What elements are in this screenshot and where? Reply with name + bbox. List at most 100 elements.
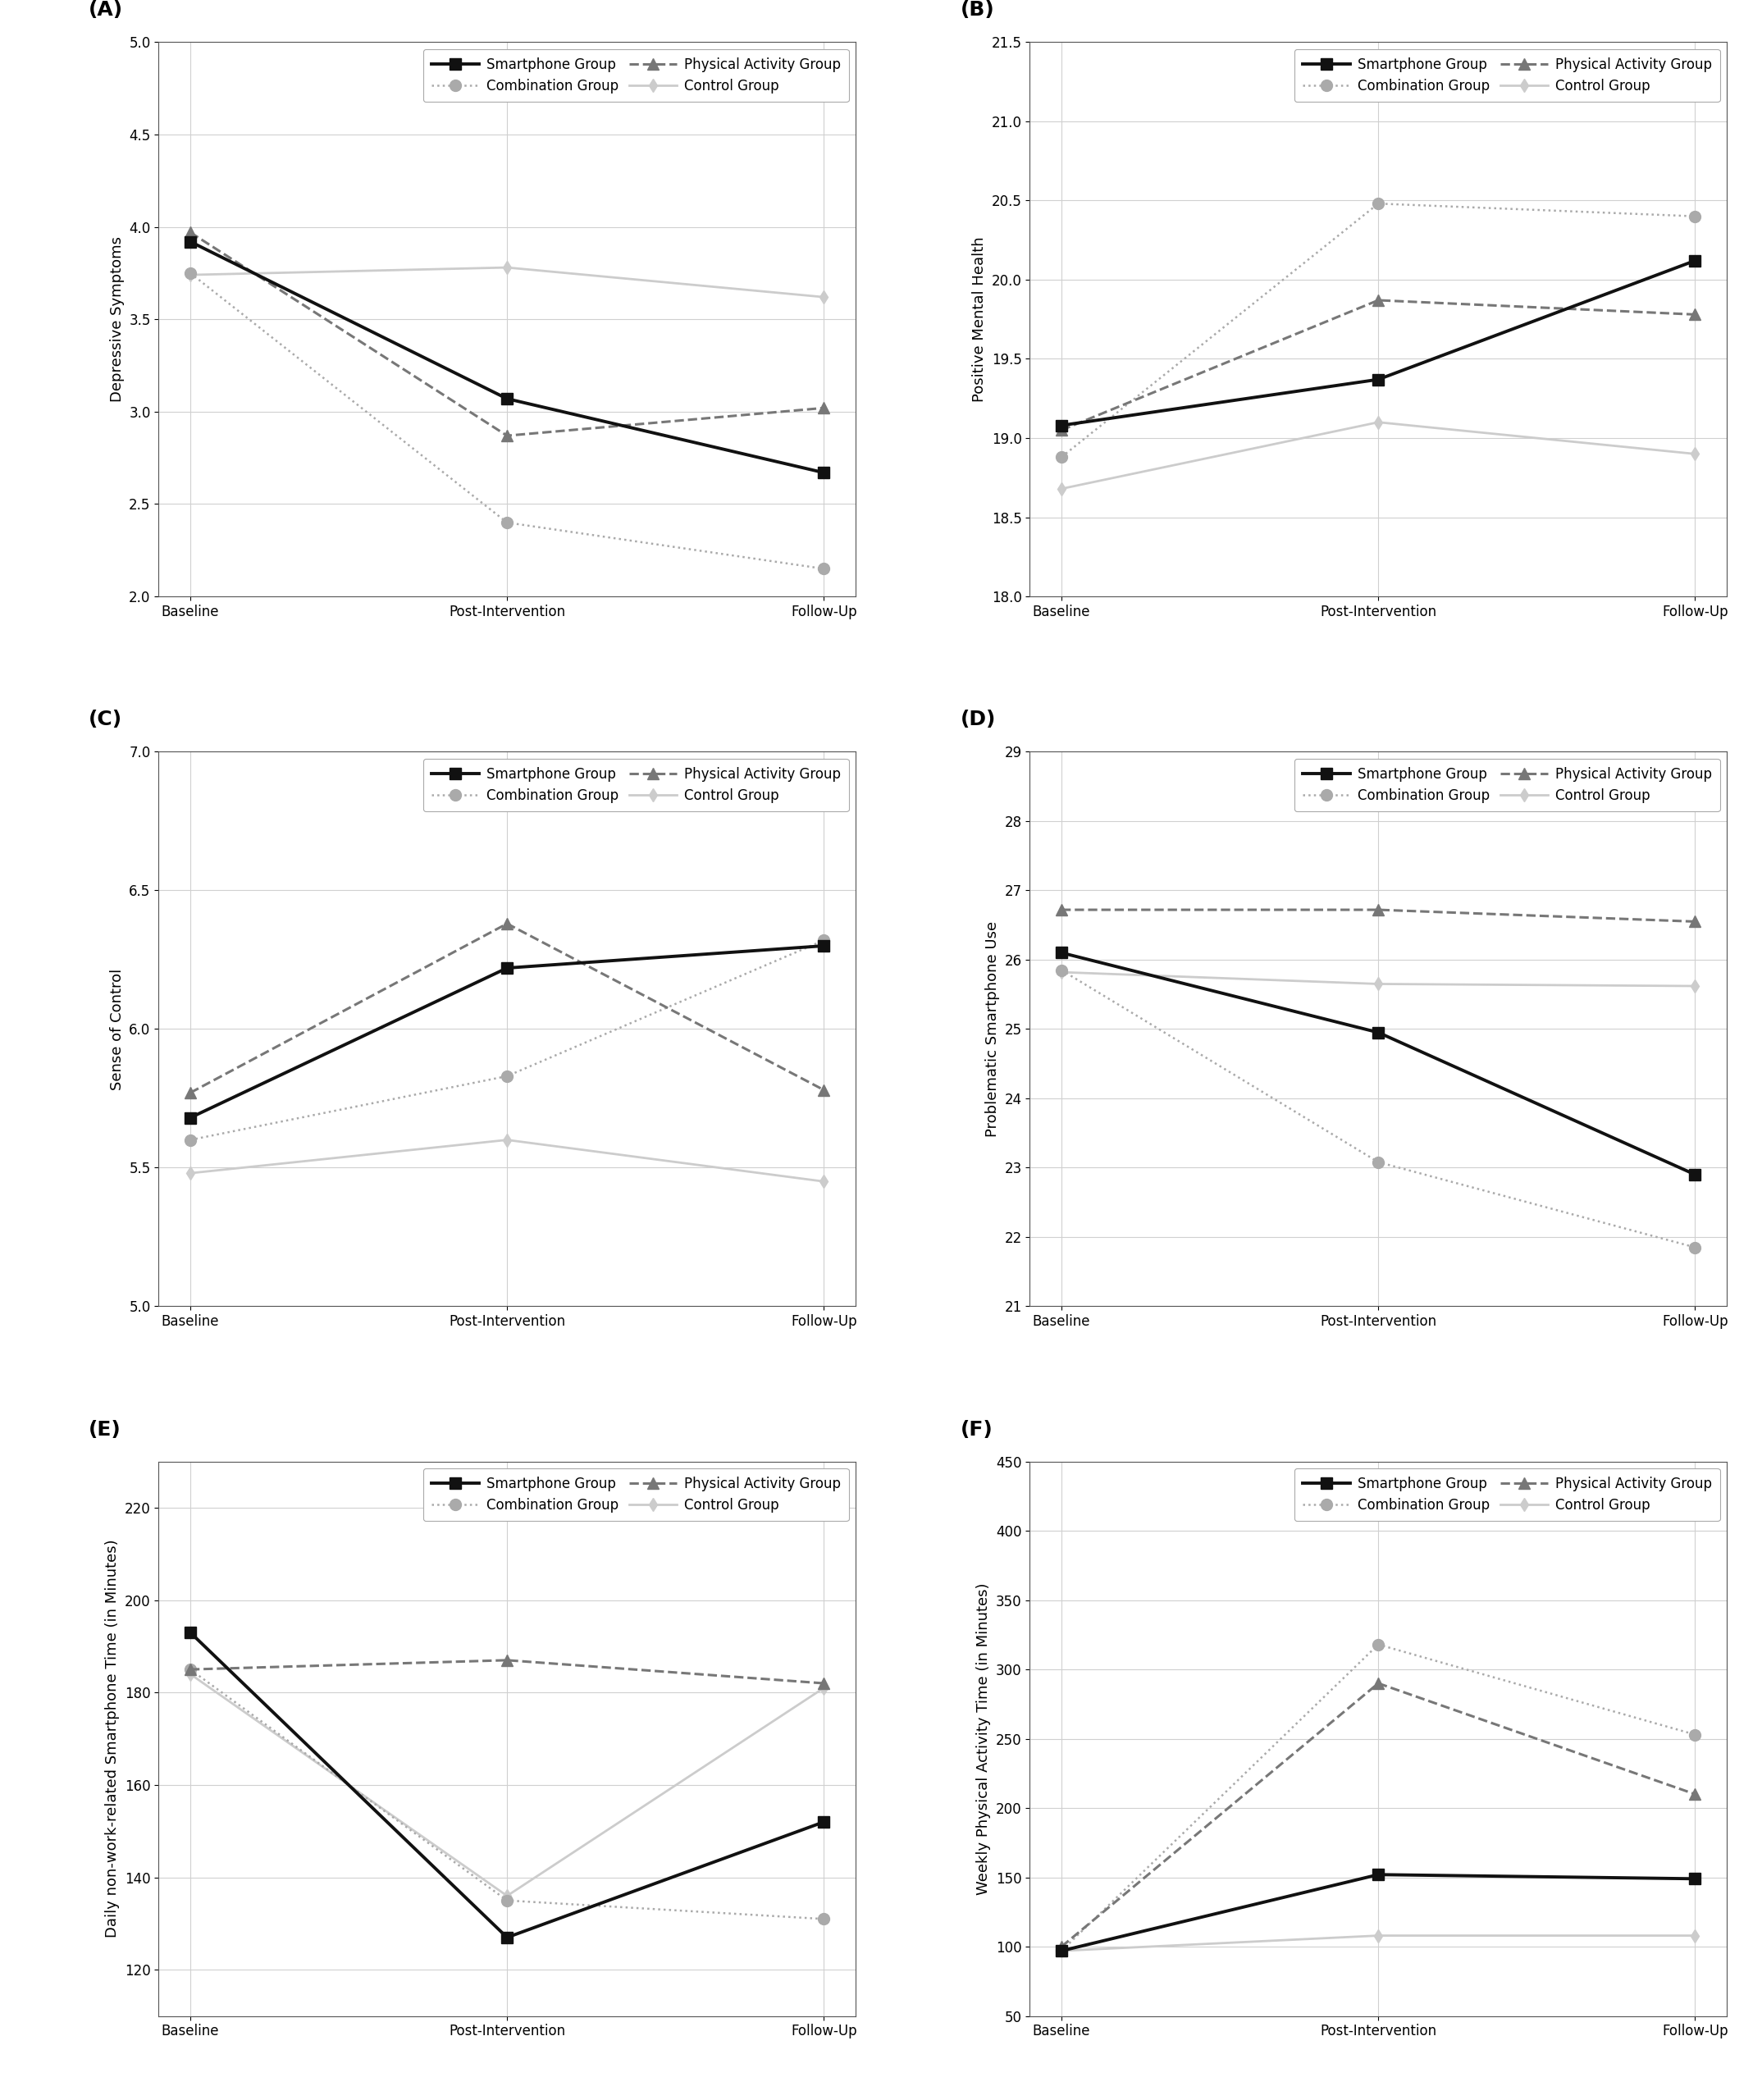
Line: Control Group: Control Group	[1057, 418, 1700, 494]
Smartphone Group	[1050, 1938, 1071, 1964]
Line: Physical Activity Group: Physical Activity Group	[185, 918, 830, 1098]
Control Group	[1050, 1938, 1071, 1964]
Combination Group	[497, 510, 518, 536]
Control Group	[497, 254, 518, 279]
Combination Group	[180, 1657, 201, 1682]
Combination Group	[814, 928, 835, 953]
Smartphone Group	[1684, 1867, 1706, 1892]
Smartphone Group	[497, 1926, 518, 1951]
Combination Group	[180, 260, 201, 286]
Smartphone Group	[180, 1105, 201, 1130]
Y-axis label: Depressive Symptoms: Depressive Symptoms	[109, 237, 125, 401]
Line: Physical Activity Group: Physical Activity Group	[1055, 1678, 1700, 1953]
Y-axis label: Problematic Smartphone Use: Problematic Smartphone Use	[985, 922, 999, 1136]
Physical Activity Group	[497, 1648, 518, 1674]
Control Group	[814, 1170, 835, 1195]
Line: Combination Group: Combination Group	[1055, 197, 1700, 462]
Line: Control Group: Control Group	[185, 1136, 828, 1186]
Physical Activity Group	[814, 395, 835, 420]
Legend: Smartphone Group, Combination Group, Physical Activity Group, Control Group: Smartphone Group, Combination Group, Phy…	[423, 1468, 849, 1520]
Smartphone Group	[1367, 1863, 1388, 1888]
Legend: Smartphone Group, Combination Group, Physical Activity Group, Control Group: Smartphone Group, Combination Group, Phy…	[423, 48, 849, 101]
Control Group	[1367, 1924, 1388, 1949]
Physical Activity Group	[1050, 418, 1071, 443]
Line: Combination Group: Combination Group	[1055, 1638, 1700, 1957]
Text: (C): (C)	[88, 710, 123, 729]
Line: Control Group: Control Group	[185, 262, 828, 302]
Line: Physical Activity Group: Physical Activity Group	[185, 1655, 830, 1688]
Text: (B): (B)	[960, 0, 994, 19]
Physical Activity Group	[814, 1077, 835, 1102]
Physical Activity Group	[180, 1657, 201, 1682]
Legend: Smartphone Group, Combination Group, Physical Activity Group, Control Group: Smartphone Group, Combination Group, Phy…	[1295, 1468, 1720, 1520]
Control Group	[497, 1128, 518, 1153]
Combination Group	[1367, 191, 1388, 216]
Physical Activity Group	[1050, 1934, 1071, 1959]
Y-axis label: Daily non-work-related Smartphone Time (in Minutes): Daily non-work-related Smartphone Time (…	[106, 1539, 120, 1938]
Y-axis label: Sense of Control: Sense of Control	[109, 968, 125, 1090]
Physical Activity Group	[1684, 302, 1706, 328]
Smartphone Group	[814, 1810, 835, 1835]
Combination Group	[497, 1063, 518, 1088]
Smartphone Group	[180, 229, 201, 254]
Control Group	[814, 1676, 835, 1701]
Line: Smartphone Group: Smartphone Group	[1055, 947, 1700, 1180]
Physical Activity Group	[497, 422, 518, 447]
Legend: Smartphone Group, Combination Group, Physical Activity Group, Control Group: Smartphone Group, Combination Group, Phy…	[423, 758, 849, 811]
Line: Physical Activity Group: Physical Activity Group	[185, 227, 830, 441]
Text: (F): (F)	[960, 1420, 992, 1438]
Physical Activity Group	[814, 1672, 835, 1697]
Combination Group	[1050, 958, 1071, 983]
Combination Group	[814, 557, 835, 582]
Combination Group	[1050, 1938, 1071, 1964]
Line: Smartphone Group: Smartphone Group	[185, 941, 830, 1124]
Combination Group	[1684, 1722, 1706, 1747]
Smartphone Group	[1367, 1021, 1388, 1046]
Line: Combination Group: Combination Group	[185, 934, 830, 1147]
Line: Control Group: Control Group	[1057, 1932, 1700, 1955]
Text: (A): (A)	[88, 0, 123, 19]
Combination Group	[1684, 1235, 1706, 1260]
Smartphone Group	[1050, 941, 1071, 966]
Combination Group	[1367, 1149, 1388, 1174]
Line: Combination Group: Combination Group	[185, 267, 830, 575]
Control Group	[1684, 441, 1706, 466]
Physical Activity Group	[1684, 909, 1706, 934]
Physical Activity Group	[1050, 897, 1071, 922]
Combination Group	[1050, 445, 1071, 470]
Line: Smartphone Group: Smartphone Group	[185, 235, 830, 479]
Y-axis label: Weekly Physical Activity Time (in Minutes): Weekly Physical Activity Time (in Minute…	[976, 1583, 992, 1894]
Smartphone Group	[814, 932, 835, 958]
Control Group	[814, 284, 835, 309]
Control Group	[180, 1661, 201, 1686]
Line: Combination Group: Combination Group	[185, 1663, 830, 1926]
Combination Group	[814, 1907, 835, 1932]
Smartphone Group	[1684, 248, 1706, 273]
Control Group	[1684, 1924, 1706, 1949]
Control Group	[1050, 960, 1071, 985]
Line: Physical Activity Group: Physical Activity Group	[1055, 294, 1700, 437]
Combination Group	[180, 1128, 201, 1153]
Control Group	[1367, 972, 1388, 997]
Combination Group	[1684, 204, 1706, 229]
Smartphone Group	[1050, 414, 1071, 439]
Text: (E): (E)	[88, 1420, 122, 1438]
Combination Group	[1367, 1632, 1388, 1657]
Line: Control Group: Control Group	[1057, 968, 1700, 991]
Legend: Smartphone Group, Combination Group, Physical Activity Group, Control Group: Smartphone Group, Combination Group, Phy…	[1295, 758, 1720, 811]
Line: Smartphone Group: Smartphone Group	[185, 1628, 830, 1942]
Text: (D): (D)	[960, 710, 996, 729]
Smartphone Group	[1684, 1161, 1706, 1186]
Line: Smartphone Group: Smartphone Group	[1055, 254, 1700, 430]
Physical Activity Group	[1367, 897, 1388, 922]
Control Group	[180, 262, 201, 288]
Smartphone Group	[497, 956, 518, 981]
Line: Control Group: Control Group	[185, 1670, 828, 1901]
Smartphone Group	[180, 1619, 201, 1644]
Smartphone Group	[497, 386, 518, 412]
Line: Smartphone Group: Smartphone Group	[1055, 1869, 1700, 1957]
Physical Activity Group	[1684, 1781, 1706, 1806]
Control Group	[1367, 410, 1388, 435]
Line: Physical Activity Group: Physical Activity Group	[1055, 905, 1700, 928]
Physical Activity Group	[1367, 1672, 1388, 1697]
